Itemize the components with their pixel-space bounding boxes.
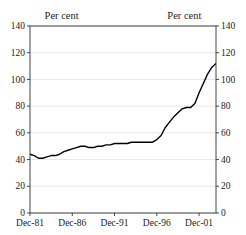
y-tick-label: 80 [16,101,26,111]
grid [30,26,216,213]
x-tick-label: Dec-81 [16,218,44,228]
grid-line [30,106,216,107]
x-tick-label: Dec-91 [101,218,129,228]
y-tick [27,26,30,27]
y-axis: 0 20 40 60 80 100 120 140 [11,21,30,218]
y2-tick-label: 100 [221,75,236,85]
x-tick-label: Dec-86 [58,218,86,228]
plot-frame [30,26,216,213]
y2-tick-label: 120 [221,48,236,58]
y2-tick [216,159,219,160]
y-tick [27,79,30,80]
y-tick-label: 60 [16,128,26,138]
x-tick [114,213,115,216]
y2-tick [216,132,219,133]
x-tick [72,213,73,216]
x-tick-label: Dec-96 [143,218,171,228]
y-tick-label: 100 [11,75,26,85]
y2-axis: 0 20 40 60 80 100 120 140 [216,21,236,218]
y-tick [27,159,30,160]
y2-tick-label: 20 [221,181,231,191]
y2-tick [216,106,219,107]
y-tick-label: 20 [16,181,26,191]
y-tick-label: 0 [20,208,25,218]
y-tick-label: 120 [11,48,26,58]
chart-container: Dec-81 Dec-86 Dec-91 Dec-96 Dec-01 0 20 40 60 80 1… [0,0,246,235]
chart: Dec-81 Dec-86 Dec-91 Dec-96 Dec-01 0 20 40 60 80 1… [0,0,246,235]
series-group [30,63,216,158]
data-line [30,63,216,158]
x-axis: Dec-81 Dec-86 Dec-91 Dec-96 Dec-01 [16,213,213,228]
y-tick [27,106,30,107]
y2-tick [216,79,219,80]
y2-tick [216,213,219,214]
y2-axis-label: Per cent [167,10,201,21]
y2-tick-label: 0 [221,208,226,218]
y2-tick [216,52,219,53]
x-tick [156,213,157,216]
grid-line [30,186,216,187]
x-tick-label: Dec-01 [185,218,213,228]
y2-tick-label: 80 [221,101,231,111]
y-tick-label: 40 [16,155,26,165]
y2-tick [216,186,219,187]
grid-line [30,159,216,160]
y-tick [27,132,30,133]
grid-line [30,52,216,53]
grid-line [30,132,216,133]
y2-tick-label: 140 [221,21,236,31]
y-tick [27,213,30,214]
y-tick-label: 140 [11,21,26,31]
y2-tick [216,26,219,27]
y-tick [27,52,30,53]
x-tick [199,213,200,216]
y-axis-label: Per cent [45,10,79,21]
y2-tick-label: 60 [221,128,231,138]
y-tick [27,186,30,187]
grid-line [30,79,216,80]
y2-tick-label: 40 [221,155,231,165]
